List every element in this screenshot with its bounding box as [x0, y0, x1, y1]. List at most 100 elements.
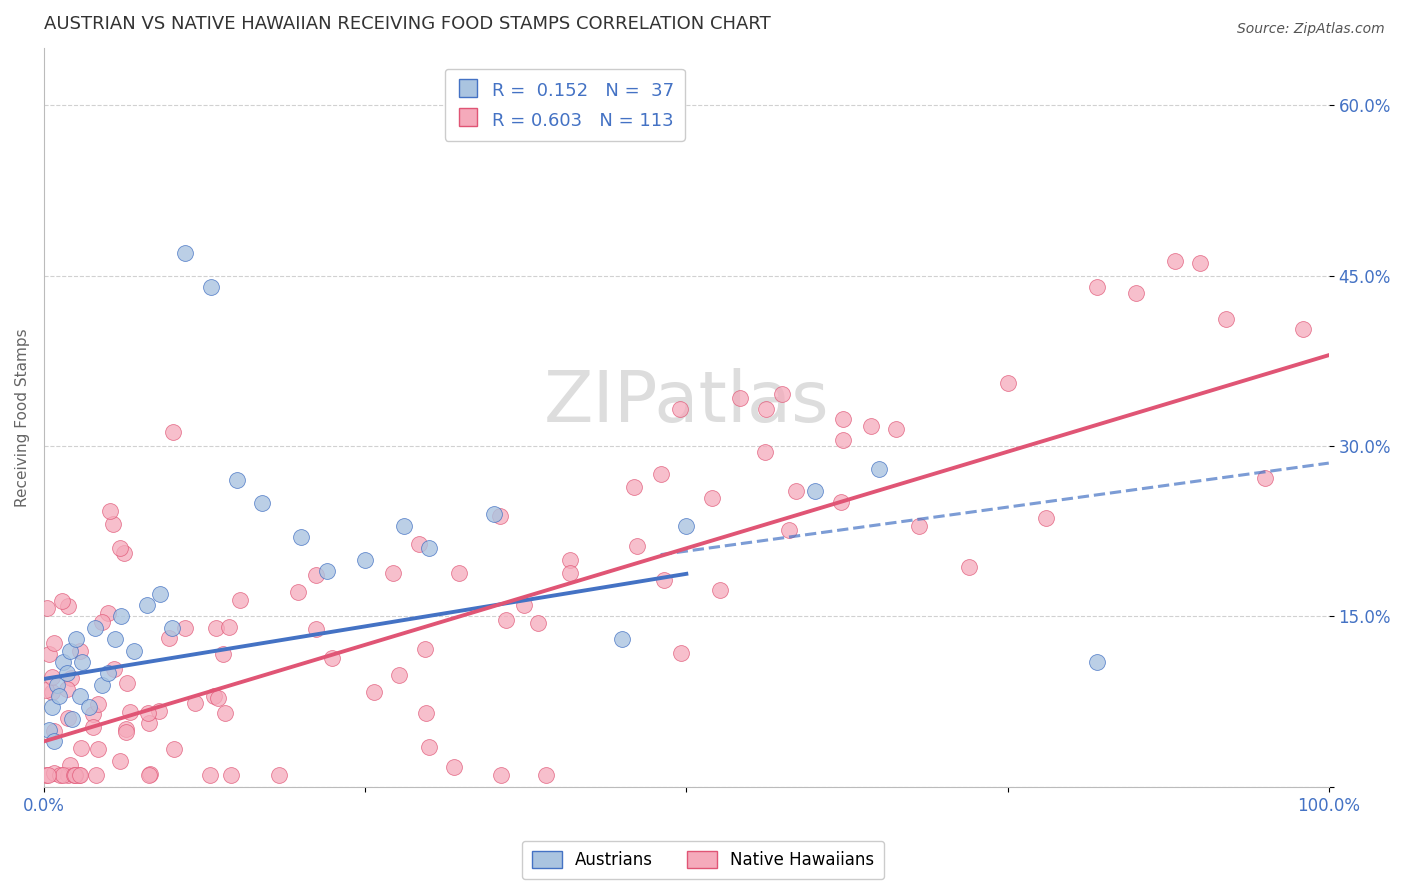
Point: [413, 642, 436, 657]
Point: [669, 402, 692, 417]
Point: [56, 666, 79, 681]
Point: [49, 768, 72, 782]
Point: [103, 662, 125, 676]
Point: [884, 422, 907, 436]
Point: [957, 560, 980, 574]
Point: [1035, 511, 1057, 525]
Point: [35, 682, 58, 697]
Point: [669, 646, 692, 660]
Point: [908, 519, 931, 533]
Point: [77, 700, 100, 714]
Point: [44, 636, 66, 650]
Point: [58, 711, 80, 725]
Point: [770, 387, 793, 401]
Point: [159, 632, 181, 646]
Point: [610, 632, 633, 647]
Point: [225, 473, 247, 487]
Point: [218, 620, 240, 634]
Point: [58, 643, 80, 657]
Point: [1215, 312, 1237, 326]
Point: [202, 689, 225, 703]
Point: [41, 700, 63, 714]
Point: [35, 768, 58, 782]
Point: [135, 598, 157, 612]
Point: [623, 480, 645, 494]
Point: [287, 584, 309, 599]
Point: [52, 768, 75, 782]
Point: [1163, 253, 1185, 268]
Point: [60, 712, 83, 726]
Point: [728, 391, 751, 405]
Text: ZIPatlas: ZIPatlas: [544, 368, 830, 437]
Point: [290, 530, 312, 544]
Point: [103, 632, 125, 647]
Point: [1292, 322, 1315, 336]
Point: [67, 768, 90, 782]
Point: [207, 690, 229, 705]
Point: [626, 539, 648, 553]
Point: [52, 655, 75, 669]
Point: [652, 573, 675, 587]
Point: [200, 280, 222, 294]
Point: [163, 741, 186, 756]
Text: AUSTRIAN VS NATIVE HAWAIIAN RECEIVING FOOD STAMPS CORRELATION CHART: AUSTRIAN VS NATIVE HAWAIIAN RECEIVING FO…: [44, 15, 770, 33]
Point: [321, 651, 343, 665]
Point: [48, 689, 70, 703]
Point: [830, 494, 852, 508]
Point: [101, 516, 124, 531]
Point: [418, 541, 440, 556]
Point: [138, 768, 160, 782]
Point: [214, 706, 236, 720]
Point: [69, 689, 91, 703]
Point: [184, 696, 207, 710]
Point: [354, 552, 377, 566]
Point: [139, 767, 162, 781]
Point: [84, 768, 107, 782]
Point: [115, 675, 138, 690]
Point: [868, 462, 890, 476]
Point: [415, 706, 437, 720]
Point: [269, 768, 291, 782]
Point: [1189, 256, 1212, 270]
Point: [315, 564, 337, 578]
Point: [37, 768, 59, 782]
Point: [112, 546, 135, 560]
Point: [37, 601, 59, 615]
Point: [675, 518, 697, 533]
Point: [1253, 471, 1275, 485]
Point: [482, 507, 505, 521]
Point: [59, 757, 82, 772]
Point: [219, 768, 242, 782]
Point: [90, 677, 112, 691]
Point: [534, 768, 557, 782]
Point: [70, 740, 93, 755]
Point: [69, 768, 91, 782]
Point: [205, 621, 228, 635]
Point: [997, 376, 1019, 390]
Point: [87, 697, 110, 711]
Point: [42, 765, 65, 780]
Point: [115, 722, 138, 736]
Point: [84, 621, 107, 635]
Point: [489, 768, 512, 782]
Point: [58, 768, 80, 782]
Point: [38, 723, 60, 737]
Point: [56, 681, 79, 696]
Point: [560, 553, 582, 567]
Point: [449, 566, 471, 581]
Point: [1087, 280, 1109, 294]
Point: [560, 566, 582, 580]
Point: [87, 742, 110, 756]
Point: [97, 666, 120, 681]
Point: [41, 685, 63, 699]
Point: [650, 467, 672, 482]
Point: [72, 655, 94, 669]
Point: [97, 606, 120, 620]
Legend: Austrians, Native Hawaiians: Austrians, Native Hawaiians: [522, 841, 884, 880]
Point: [229, 593, 252, 607]
Point: [305, 622, 328, 636]
Point: [41, 670, 63, 684]
Point: [45, 677, 67, 691]
Point: [114, 725, 136, 739]
Point: [110, 609, 132, 624]
